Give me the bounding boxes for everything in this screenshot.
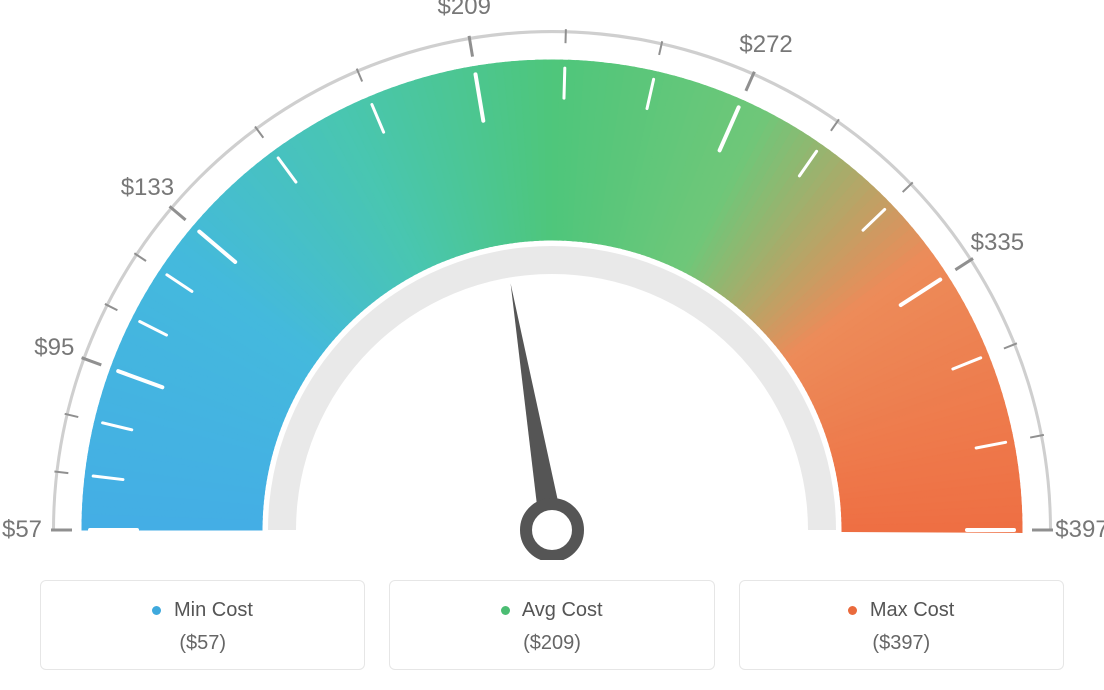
tick-label: $397 xyxy=(1055,516,1104,544)
legend-value-min: ($57) xyxy=(51,632,354,655)
legend-card-avg: Avg Cost ($209) xyxy=(389,580,714,670)
legend-dot-avg xyxy=(501,606,510,615)
tick-label: $209 xyxy=(438,0,491,21)
legend-label-avg: Avg Cost xyxy=(400,599,703,622)
legend-label-max: Max Cost xyxy=(750,599,1053,622)
legend-value-avg: ($209) xyxy=(400,632,703,655)
gauge-chart-container: $57 $95 $133 $209 $272 $335 $397 Min Cost ($57… xyxy=(0,0,1104,690)
legend-text-min: Min Cost xyxy=(174,599,253,621)
gauge-area: $57 $95 $133 $209 $272 $335 $397 xyxy=(0,0,1104,560)
tick-label: $272 xyxy=(739,31,792,59)
legend-card-min: Min Cost ($57) xyxy=(40,580,365,670)
legend-dot-min xyxy=(152,606,161,615)
tick-label: $95 xyxy=(34,334,74,362)
legend-label-min: Min Cost xyxy=(51,599,354,622)
gauge-svg xyxy=(0,0,1104,560)
legend-text-max: Max Cost xyxy=(870,599,954,621)
tick-label: $57 xyxy=(2,516,42,544)
legend-value-max: ($397) xyxy=(750,632,1053,655)
legend-dot-max xyxy=(848,606,857,615)
legend-row: Min Cost ($57) Avg Cost ($209) Max Cost … xyxy=(40,580,1064,670)
tick-label: $133 xyxy=(121,174,174,202)
tick-label: $335 xyxy=(971,229,1024,257)
legend-card-max: Max Cost ($397) xyxy=(739,580,1064,670)
legend-text-avg: Avg Cost xyxy=(522,599,603,621)
